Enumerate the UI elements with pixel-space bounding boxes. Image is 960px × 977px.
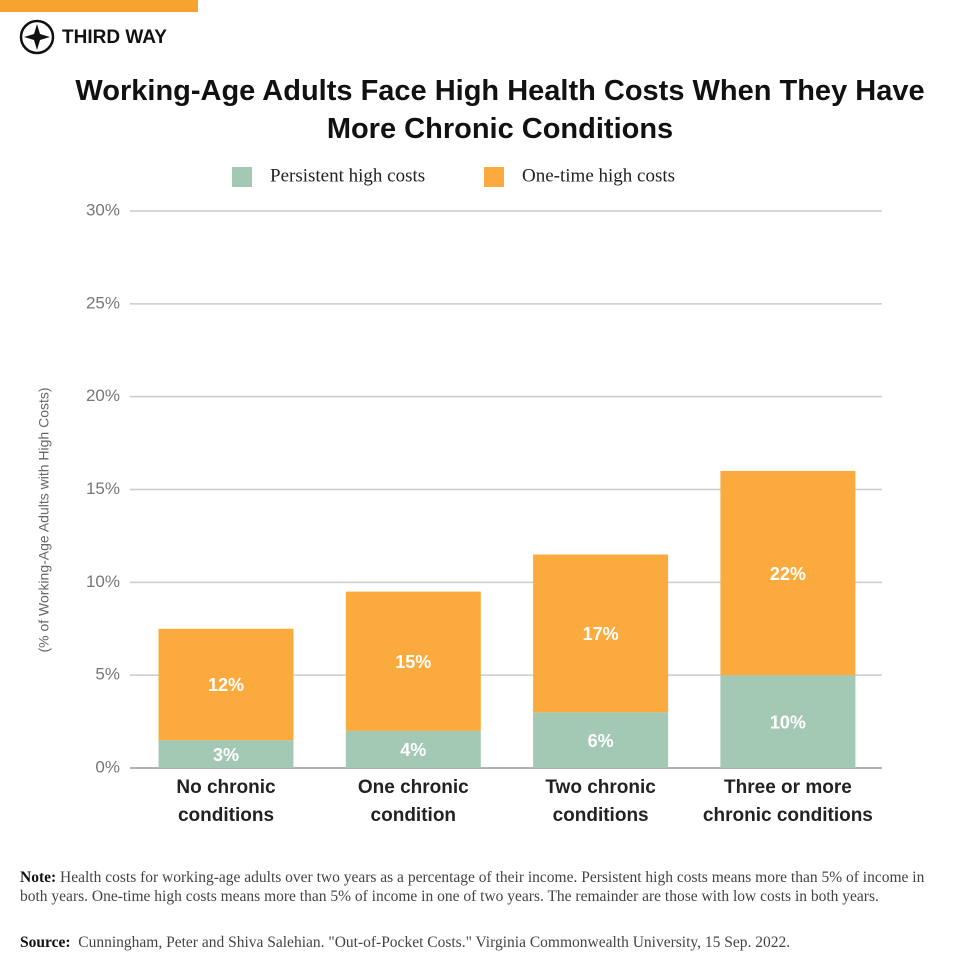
segment-label: 4% (400, 740, 426, 760)
segment-label: 10% (770, 712, 806, 732)
segment-label: 17% (583, 624, 619, 644)
y-tick-label: 25% (86, 293, 120, 312)
bar-segment (158, 628, 294, 741)
brand: THIRD WAY (62, 27, 167, 48)
y-tick-label: 20% (86, 386, 120, 405)
legend-swatch (232, 167, 252, 187)
note-text: Health costs for working-age adults over… (20, 869, 925, 905)
accent-bar (0, 0, 198, 12)
x-tick-label: Three or more chronic conditions (703, 777, 873, 826)
y-tick-label: 15% (86, 479, 120, 498)
bar-segment (345, 730, 481, 768)
legend-swatch (484, 167, 504, 187)
y-tick-label: 5% (95, 665, 120, 684)
note-label: Note: (20, 869, 57, 886)
segment-label: 3% (213, 745, 239, 765)
logo-icon (19, 19, 55, 55)
bar-segment (533, 712, 669, 768)
bar-segment (533, 554, 669, 713)
source-text: Cunningham, Peter and Shiva Salehian. "O… (78, 934, 791, 951)
y-axis-label: (% of Working-Age Adults with High Costs… (36, 387, 52, 652)
legend-label: One-time high costs (522, 165, 675, 186)
bar-segment (345, 591, 481, 731)
segment-label: 6% (588, 731, 614, 751)
y-tick-label: 0% (95, 757, 120, 776)
bar-segment (720, 470, 856, 676)
note: Note: Health costs for working-age adult… (20, 868, 930, 906)
segment-label: 22% (770, 564, 806, 584)
chart-title: Working-Age Adults Face High Health Cost… (75, 75, 925, 145)
segment-label: 15% (395, 652, 431, 672)
x-tick-label: Two chronic conditions (545, 777, 656, 826)
segment-label: 12% (208, 675, 244, 695)
source: Source: Cunningham, Peter and Shiva Sale… (20, 933, 930, 952)
logo-star (24, 24, 50, 50)
x-tick-label: No chronic conditions (176, 777, 276, 826)
source-label: Source: (20, 934, 71, 951)
x-tick-label: One chronic condition (358, 777, 469, 826)
bar-segment (720, 675, 856, 768)
y-tick-label: 30% (86, 200, 120, 219)
bar-segment (158, 740, 294, 768)
legend-label: Persistent high costs (270, 165, 425, 186)
y-tick-label: 10% (86, 572, 120, 591)
